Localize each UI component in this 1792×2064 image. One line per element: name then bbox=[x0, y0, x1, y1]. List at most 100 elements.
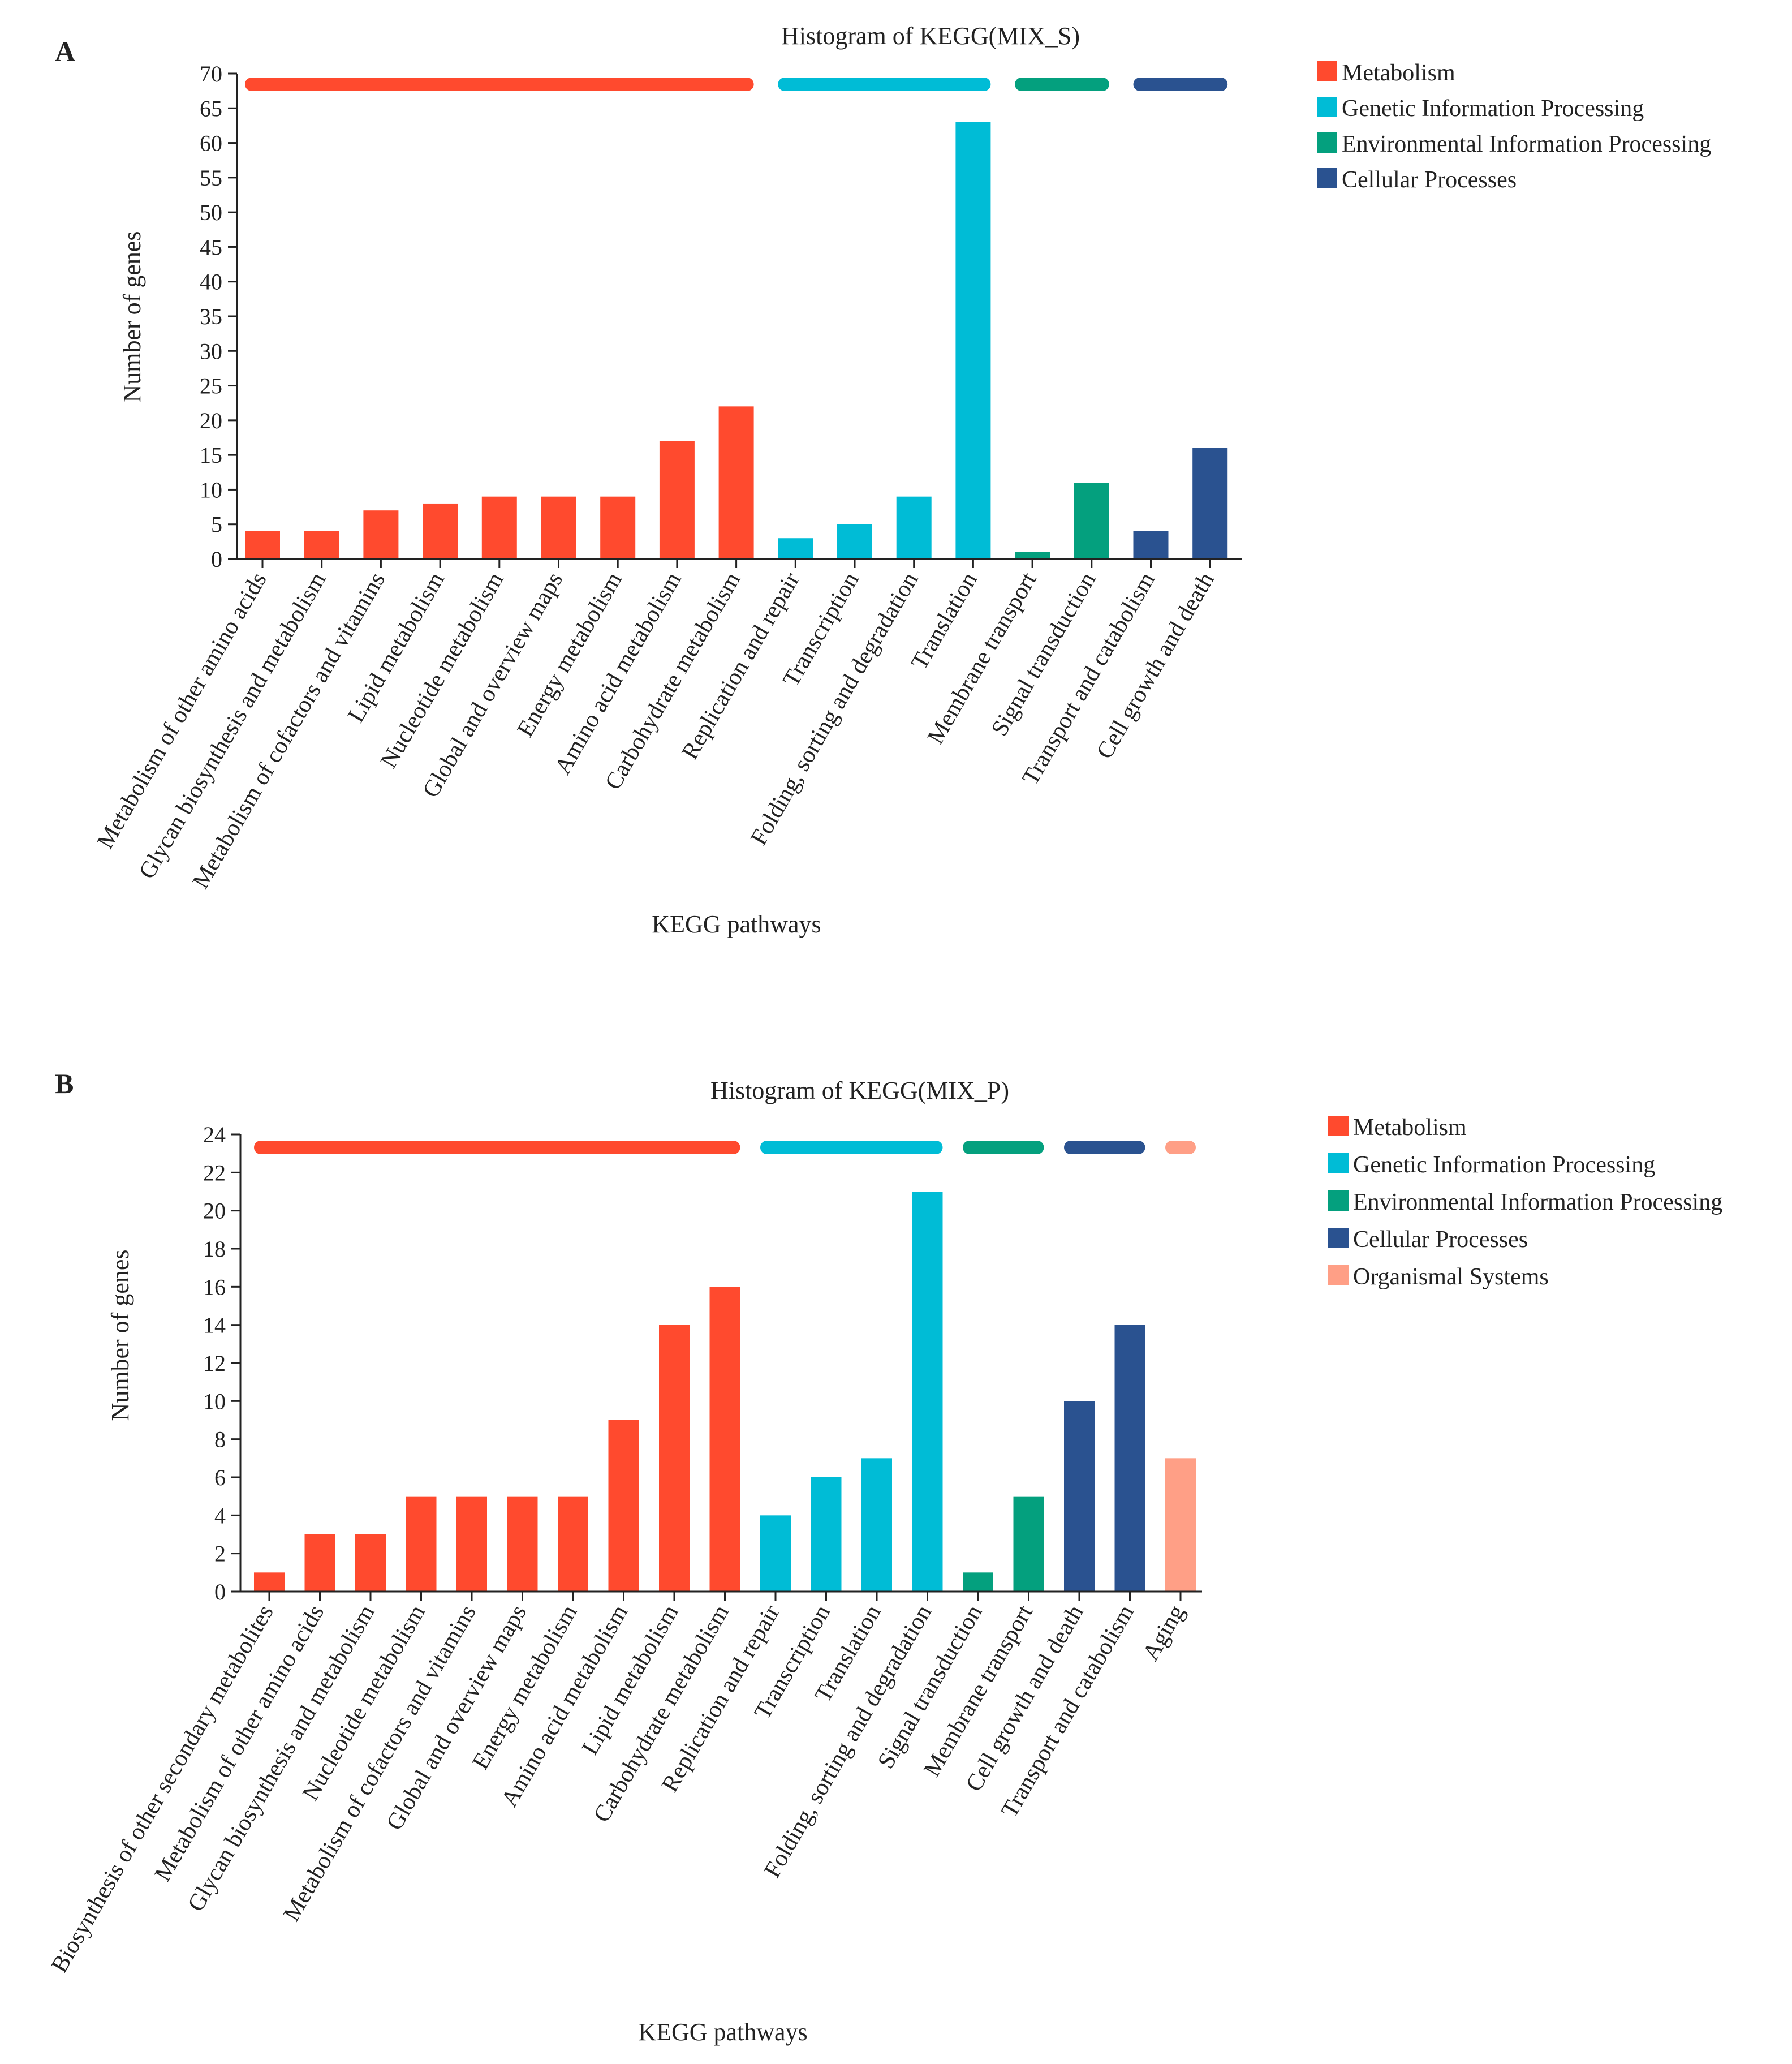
bar bbox=[1192, 448, 1228, 559]
bar bbox=[1015, 552, 1050, 559]
bars-a bbox=[245, 122, 1228, 560]
bar bbox=[254, 1572, 285, 1592]
y-axis-label-b: Number of genes bbox=[106, 1249, 134, 1421]
bars-b bbox=[254, 1192, 1196, 1592]
bar bbox=[896, 496, 932, 559]
bar bbox=[709, 1287, 740, 1592]
legend-label: Metabolism bbox=[1342, 60, 1455, 86]
y-tick-label: 2 bbox=[214, 1541, 226, 1567]
y-tick-label: 22 bbox=[203, 1160, 226, 1185]
legend-b: Metabolism Genetic Information Processing… bbox=[1328, 1115, 1722, 1290]
legend-swatch bbox=[1317, 61, 1337, 81]
bar bbox=[955, 122, 991, 560]
legend-swatch bbox=[1328, 1116, 1349, 1136]
y-tick-label: 10 bbox=[203, 1388, 226, 1414]
y-ticks-a: 0 5 10 15 20 25 30 35 40 45 50 55 60 65 70 bbox=[200, 61, 237, 572]
legend-label: Cellular Processes bbox=[1342, 167, 1517, 193]
legend-label: Cellular Processes bbox=[1353, 1227, 1528, 1253]
x-tick-label: Membrane transport bbox=[923, 568, 1042, 749]
y-tick-label: 20 bbox=[203, 1198, 226, 1224]
y-tick-label: 65 bbox=[200, 96, 222, 121]
legend-swatch bbox=[1328, 1190, 1349, 1211]
bar bbox=[1165, 1458, 1196, 1592]
bar bbox=[304, 1534, 335, 1592]
bar bbox=[760, 1515, 791, 1592]
bar bbox=[608, 1420, 639, 1592]
y-tick-label: 50 bbox=[200, 200, 222, 225]
panel-letter-b: B bbox=[55, 1068, 74, 1099]
x-tick-label: Biosynthesis of other secondary metaboli… bbox=[46, 1601, 279, 1977]
group-bar bbox=[1064, 1141, 1145, 1154]
y-tick-label: 16 bbox=[203, 1274, 226, 1300]
y-tick-label: 30 bbox=[200, 338, 222, 364]
x-tick-label: Aging bbox=[1138, 1601, 1190, 1665]
y-tick-label: 25 bbox=[200, 373, 222, 399]
y-tick-label: 6 bbox=[214, 1465, 226, 1490]
group-bar bbox=[1165, 1141, 1196, 1154]
y-tick-label: 24 bbox=[203, 1122, 226, 1147]
bar bbox=[659, 1325, 690, 1592]
y-tick-label: 12 bbox=[203, 1351, 226, 1376]
bar bbox=[837, 524, 872, 559]
x-axis-label-a: KEGG pathways bbox=[652, 910, 821, 938]
legend-swatch bbox=[1328, 1228, 1349, 1248]
bar bbox=[1114, 1325, 1145, 1592]
panel-b: B Histogram of KEGG(MIX_P) Number of gen… bbox=[46, 1068, 1722, 2046]
bar bbox=[1074, 483, 1109, 559]
y-axis-label-a: Number of genes bbox=[118, 231, 146, 402]
bar bbox=[811, 1477, 842, 1592]
legend-label: Metabolism bbox=[1353, 1115, 1467, 1141]
bar bbox=[423, 503, 458, 559]
chart-title-a: Histogram of KEGG(MIX_S) bbox=[781, 22, 1080, 50]
y-tick-label: 60 bbox=[200, 131, 222, 156]
bar bbox=[456, 1496, 487, 1592]
panel-a: A Histogram of KEGG(MIX_S) Number of gen… bbox=[55, 22, 1711, 938]
group-bar bbox=[1015, 78, 1109, 91]
legend-swatch bbox=[1317, 132, 1337, 153]
group-bars-a bbox=[245, 78, 1228, 91]
y-tick-label: 70 bbox=[200, 61, 222, 87]
x-tick-label: Energy metabolism bbox=[512, 568, 628, 741]
legend-swatch bbox=[1328, 1265, 1349, 1285]
group-bar bbox=[245, 78, 754, 91]
legend-label: Genetic Information Processing bbox=[1353, 1152, 1655, 1178]
y-tick-label: 8 bbox=[214, 1427, 226, 1452]
bar bbox=[963, 1572, 993, 1592]
bar bbox=[507, 1496, 538, 1592]
bar bbox=[778, 538, 813, 559]
bar bbox=[659, 441, 695, 559]
group-bar bbox=[963, 1141, 1044, 1154]
legend-a: Metabolism Genetic Information Processing… bbox=[1317, 60, 1711, 193]
y-tick-label: 18 bbox=[203, 1236, 226, 1262]
bar bbox=[912, 1192, 943, 1592]
bar bbox=[363, 510, 399, 559]
chart-title-b: Histogram of KEGG(MIX_P) bbox=[710, 1077, 1009, 1104]
bar bbox=[558, 1496, 588, 1592]
y-tick-label: 10 bbox=[200, 477, 222, 502]
bar bbox=[406, 1496, 437, 1592]
legend-label: Environmental Information Processing bbox=[1342, 131, 1711, 157]
bar bbox=[245, 531, 280, 559]
x-tick-label: Signal transduction bbox=[987, 568, 1101, 741]
bar bbox=[1133, 531, 1169, 559]
legend-swatch bbox=[1328, 1153, 1349, 1173]
bar bbox=[1013, 1496, 1044, 1592]
y-tick-label: 0 bbox=[214, 1579, 226, 1605]
y-tick-label: 55 bbox=[200, 165, 222, 191]
y-tick-label: 0 bbox=[211, 547, 222, 572]
y-tick-label: 40 bbox=[200, 269, 222, 295]
y-tick-label: 15 bbox=[200, 442, 222, 468]
group-bar bbox=[778, 78, 991, 91]
x-axis-label-b: KEGG pathways bbox=[638, 2018, 807, 2046]
x-tick-labels-b: Biosynthesis of other secondary metaboli… bbox=[46, 1592, 1190, 1977]
group-bars-b bbox=[254, 1141, 1196, 1154]
bar bbox=[861, 1458, 892, 1592]
legend-label: Environmental Information Processing bbox=[1353, 1189, 1722, 1215]
group-bar bbox=[760, 1141, 943, 1154]
y-tick-label: 4 bbox=[214, 1503, 226, 1528]
bar bbox=[541, 496, 576, 559]
bar bbox=[304, 531, 339, 559]
y-tick-label: 20 bbox=[200, 408, 222, 433]
y-tick-label: 5 bbox=[211, 512, 222, 538]
